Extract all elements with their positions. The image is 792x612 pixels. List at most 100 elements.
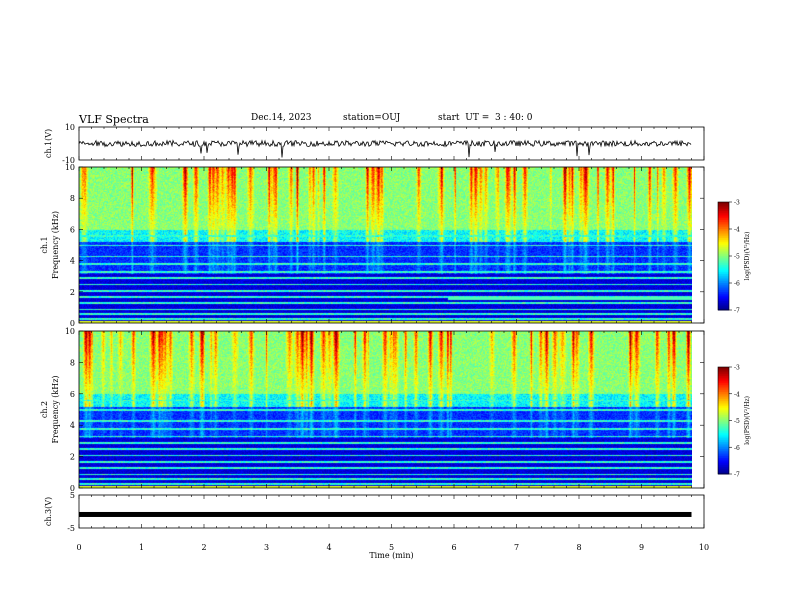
colorbar-ch1-swatch xyxy=(718,281,729,284)
colorbar-ch2-swatch xyxy=(718,368,729,372)
colorbar-ch2-swatch xyxy=(718,384,729,388)
colorbar-ch1-swatch xyxy=(718,302,729,306)
colorbar-ch2-swatch xyxy=(718,429,729,432)
colorbar-ch1-swatch xyxy=(718,288,729,291)
colorbar-ch1-swatch xyxy=(718,250,729,253)
colorbar-ch1-swatch xyxy=(718,236,729,239)
colorbar-ch1-swatch xyxy=(718,227,729,230)
colorbar-ch1-swatch xyxy=(718,259,729,262)
colorbar-ch2-swatch xyxy=(718,465,729,468)
colorbar-ch2-swatch xyxy=(718,408,729,411)
colorbar-ch2-swatch xyxy=(718,367,729,370)
colorbar-ch2-swatch xyxy=(718,409,729,413)
colorbar-ch1-swatch xyxy=(718,277,729,280)
spec2-ylabel-frequency: Frequency (kHz) xyxy=(51,375,60,443)
colorbar-ch1-tick-label: -5 xyxy=(734,254,740,261)
colorbar-ch1-swatch xyxy=(718,306,729,309)
colorbar-ch2-swatch xyxy=(718,413,729,416)
colorbar-ch2-swatch xyxy=(718,386,729,389)
colorbar-ch2-swatch xyxy=(718,425,729,429)
colorbar-ch1-tick-label: -4 xyxy=(734,227,740,234)
ytick-label: 2 xyxy=(70,288,75,297)
colorbar-ch2-swatch xyxy=(718,445,729,448)
colorbar-ch2-swatch xyxy=(718,372,729,375)
colorbar-ch1-tick-label: -7 xyxy=(734,308,740,315)
colorbar-ch2-swatch xyxy=(718,440,729,443)
colorbar-ch1-swatch xyxy=(718,243,729,246)
colorbar-ch2-swatch xyxy=(718,383,729,386)
colorbar-ch1-swatch xyxy=(718,286,729,289)
colorbar-ch1-swatch xyxy=(718,239,729,243)
colorbar-ch2-swatch xyxy=(718,466,729,470)
colorbar-ch1-swatch xyxy=(718,299,729,302)
colorbar-ch2-swatch xyxy=(718,377,729,380)
colorbar-ch1-swatch xyxy=(718,209,729,212)
colorbar-ch1-swatch xyxy=(718,297,729,300)
spec1-ylabel-channel: ch.1 xyxy=(40,236,49,253)
colorbar-ch2-swatch xyxy=(718,447,729,450)
colorbar-ch1-swatch xyxy=(718,234,729,237)
colorbar-ch2-label: log(PSD)(V²/Hz) xyxy=(744,396,751,445)
colorbar-ch1-swatch xyxy=(718,266,729,270)
spectrogram-ch1-image xyxy=(79,167,692,323)
colorbar-ch2-swatch xyxy=(718,468,729,471)
colorbar-ch1-swatch xyxy=(718,241,729,244)
xtick-label: 1 xyxy=(139,543,144,552)
ytick-label: 8 xyxy=(70,358,75,367)
colorbar-ch2-swatch xyxy=(718,388,729,391)
panel-w3-frame xyxy=(78,494,705,529)
colorbar-ch2-swatch xyxy=(718,400,729,404)
colorbar-ch2-swatch xyxy=(718,461,729,464)
colorbar-ch1-swatch xyxy=(718,223,729,226)
colorbar-ch1-swatch xyxy=(718,265,729,268)
xtick-label: 0 xyxy=(76,543,81,552)
colorbar-ch1-swatch xyxy=(718,214,729,217)
colorbar-ch2-swatch xyxy=(718,422,729,425)
colorbar-ch1-swatch xyxy=(718,272,729,275)
xtick-label: 3 xyxy=(264,543,269,552)
spec2-ylabel-channel: ch.2 xyxy=(40,401,49,418)
colorbar-ch1-tick-label: -3 xyxy=(734,200,740,207)
colorbar-ch2-swatch xyxy=(718,381,729,384)
colorbar-ch1-swatch xyxy=(718,212,729,216)
colorbar-ch1-swatch xyxy=(718,229,729,232)
colorbar-ch2-tick-label: -7 xyxy=(734,472,740,479)
ytick-label: 8 xyxy=(70,194,75,203)
xtick-label: 2 xyxy=(201,543,206,552)
colorbar-ch1-swatch xyxy=(718,218,729,221)
colorbar-ch1-swatch xyxy=(718,293,729,297)
colorbar-ch1-swatch xyxy=(718,216,729,219)
ytick-label: 10 xyxy=(65,163,75,172)
ytick-label: -5 xyxy=(67,524,75,533)
x-axis-label: Time (min) xyxy=(369,551,413,560)
colorbar-ch1-swatch xyxy=(718,254,729,257)
ytick-label: 6 xyxy=(70,390,75,399)
colorbar-ch1-swatch xyxy=(718,245,729,248)
colorbar-ch2-tick-label: -4 xyxy=(734,391,740,398)
colorbar-ch2-swatch xyxy=(718,415,729,418)
xtick-label: 6 xyxy=(451,543,456,552)
colorbar-ch1-tick-label: -6 xyxy=(734,281,740,288)
colorbar-ch1-swatch xyxy=(718,238,729,241)
colorbar-ch2-tick-label: -5 xyxy=(734,418,740,425)
colorbar-ch2-tick-label: -3 xyxy=(734,365,740,372)
colorbar-ch2-swatch xyxy=(718,431,729,434)
colorbar-ch1-swatch xyxy=(718,304,729,307)
colorbar-ch2-tick-label: -6 xyxy=(734,445,740,452)
xtick-label: 8 xyxy=(576,543,581,552)
colorbar-ch2-swatch xyxy=(718,424,729,427)
ytick-label: 10 xyxy=(65,123,75,132)
colorbar-ch1-swatch xyxy=(718,230,729,234)
colorbar-ch2-swatch xyxy=(718,463,729,466)
xtick-label: 9 xyxy=(639,543,644,552)
colorbar-ch2-swatch xyxy=(718,438,729,441)
colorbar-ch1-swatch xyxy=(718,221,729,225)
ytick-label: 10 xyxy=(65,327,75,336)
station-label: station=OUJ xyxy=(343,113,401,123)
colorbar-ch1-swatch xyxy=(718,205,729,208)
ch3-ylabel: ch.3(V) xyxy=(44,497,53,526)
colorbar-ch1-swatch xyxy=(718,308,729,311)
colorbar-ch1-swatch xyxy=(718,256,729,259)
colorbar-ch2-swatch xyxy=(718,441,729,445)
colorbar-ch1-swatch xyxy=(718,268,729,271)
